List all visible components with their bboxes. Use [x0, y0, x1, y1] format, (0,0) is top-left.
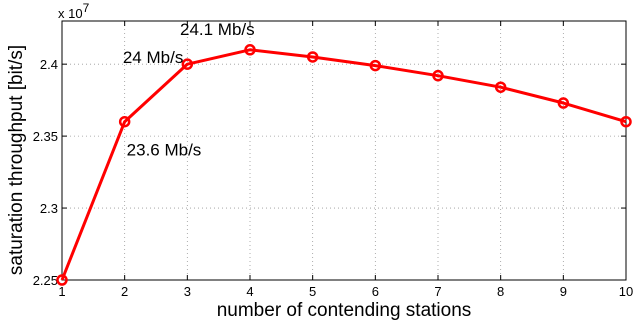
plot-background — [62, 21, 626, 280]
x-tick-label: 3 — [184, 284, 191, 299]
x-tick-label: 8 — [497, 284, 504, 299]
y-tick-label: 2.4 — [40, 57, 58, 72]
series-line — [60, 48, 627, 281]
x-tick-label: 10 — [619, 284, 633, 299]
x-tick-label: 2 — [121, 284, 128, 299]
y-axis-label: saturation throughput [bit/s] — [6, 45, 27, 275]
y-axis-ticks: 2.25 2.3 2.35 2.4 — [33, 57, 626, 288]
x-axis-ticks: 1 2 3 4 5 6 7 8 9 10 — [58, 21, 633, 299]
plot-frame — [61, 20, 627, 281]
x-tick-label: 7 — [434, 284, 441, 299]
data-point — [432, 69, 444, 82]
data-point — [494, 81, 507, 93]
y-multiplier: x 107 — [58, 1, 90, 21]
data-point — [181, 58, 194, 70]
data-point — [244, 44, 256, 56]
data-point — [369, 59, 382, 72]
y-tick-label: 2.3 — [40, 201, 58, 216]
data-annotation: 24.1 Mb/s — [180, 20, 255, 39]
x-tick-label: 5 — [309, 284, 316, 299]
x-tick-label: 9 — [560, 284, 567, 299]
data-point — [306, 51, 319, 63]
x-axis-label: number of contending stations — [217, 300, 472, 321]
data-point — [118, 115, 131, 128]
data-point — [56, 274, 68, 286]
y-tick-label: 2.25 — [33, 273, 58, 288]
data-annotation: 24 Mb/s — [123, 48, 183, 67]
data-point — [557, 97, 570, 109]
annotations: 23.6 Mb/s 24 Mb/s 24.1 Mb/s — [123, 20, 255, 160]
x-tick-label: 4 — [246, 284, 253, 299]
data-point — [620, 115, 632, 128]
x-tick-label: 6 — [372, 284, 379, 299]
data-annotation: 23.6 Mb/s — [127, 141, 202, 160]
series-layer — [56, 44, 632, 286]
x-tick-label: 1 — [58, 284, 65, 299]
y-tick-label: 2.35 — [33, 129, 58, 144]
